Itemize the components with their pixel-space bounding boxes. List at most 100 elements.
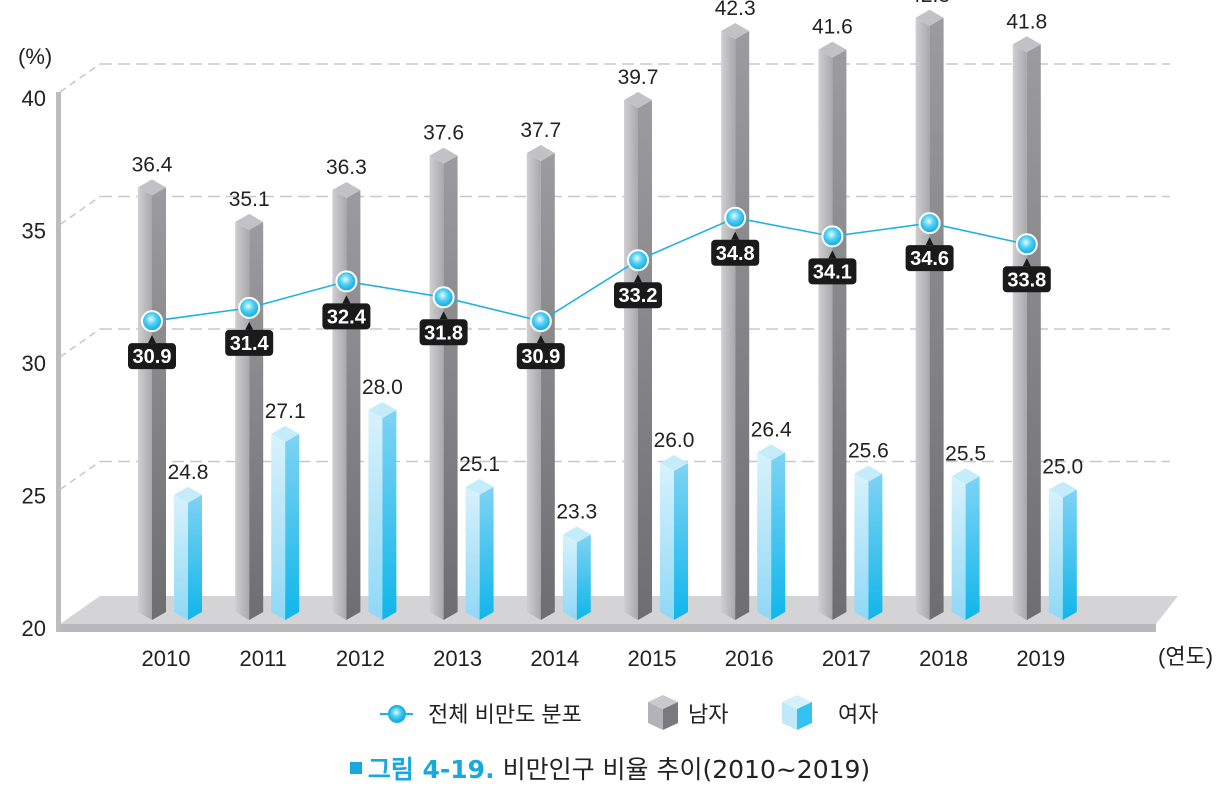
total-line: 30.9 31.4 32.4 31.8 30.9 33.2 34.8 34.1 34.6 33.8 (128, 206, 1051, 370)
x-tick-label: 2013 (433, 646, 482, 671)
bar-male-value-label: 42.8 (909, 0, 950, 7)
bar-female-side (868, 473, 883, 620)
bar-male-cap (818, 41, 847, 58)
total-point: 30.9 (516, 310, 565, 370)
bar-male: 36.3 (326, 156, 367, 621)
total-value-label: 32.4 (327, 306, 367, 328)
bar-male-side (443, 155, 458, 620)
grid-diagonal (59, 63, 101, 93)
grid-diagonal (59, 195, 101, 226)
grid-diagonal (59, 328, 101, 358)
bar-female-face (465, 486, 480, 620)
bar-male: 41.6 (812, 16, 853, 621)
bar-female-value-label: 25.0 (1042, 456, 1083, 479)
legend-label-male: 남자 (688, 702, 728, 727)
label-pointer (342, 295, 351, 304)
total-marker (1015, 233, 1038, 256)
label-pointer (925, 237, 934, 246)
total-label-box (419, 319, 468, 346)
x-tick-label: 2015 (628, 646, 677, 671)
total-label-box (225, 329, 274, 356)
bar-male-cap (526, 144, 555, 161)
total-marker (432, 286, 455, 309)
total-value-label: 34.1 (813, 261, 852, 283)
bar-male-cap (721, 23, 750, 40)
bar-male-value-label: 41.6 (812, 16, 853, 39)
bar-female: 25.0 (1042, 456, 1083, 620)
bar-female-value-label: 25.1 (459, 453, 500, 476)
bar-male-face (721, 31, 736, 621)
bar-male-side (735, 31, 750, 621)
bar-female: 28.0 (362, 376, 403, 620)
bar-female-value-label: 25.6 (848, 440, 889, 463)
bar-male-value-label: 36.4 (132, 153, 173, 176)
bar-male-value-label: 41.8 (1006, 10, 1047, 33)
total-label-box (322, 303, 371, 330)
x-tick-label: 2017 (822, 646, 871, 671)
bar-female-face (660, 463, 674, 620)
total-point: 34.6 (905, 212, 954, 272)
bar-female-cap (854, 465, 883, 482)
bar-male-cap (332, 182, 361, 199)
grid-diagonal (59, 460, 101, 491)
bar-female-cap (562, 526, 591, 543)
bar-female-cap (1048, 481, 1077, 498)
bar-male-cap (429, 147, 458, 164)
bar-female-cap (660, 455, 688, 471)
bar-male: 37.6 (423, 122, 464, 620)
total-value-label: 31.8 (424, 322, 463, 344)
total-point: 34.1 (808, 225, 857, 285)
bar-male: 35.1 (229, 188, 270, 620)
x-tick-label: 2012 (336, 646, 385, 671)
bar-male-side (1026, 44, 1041, 621)
label-pointer (245, 321, 254, 330)
bar-female-cap (951, 468, 980, 485)
figure-number: 그림 4-19. (367, 755, 495, 784)
bar-male-value-label: 35.1 (229, 188, 270, 211)
bar-female: 25.6 (848, 440, 889, 620)
bar-female-side (674, 463, 688, 620)
label-pointer (731, 231, 740, 240)
bar-female-face (854, 473, 869, 620)
figure-title: 비만인구 비율 추이(2010~2019) (502, 755, 871, 784)
gray-cube-legend-icon (648, 695, 678, 730)
bar-female-value-label: 26.4 (751, 418, 792, 441)
bar-female-side (965, 476, 980, 620)
total-value-label: 31.4 (230, 333, 270, 355)
x-tick-label: 2016 (725, 646, 774, 671)
y-tick-label: 30 (22, 351, 46, 376)
bar-male-face (818, 49, 833, 621)
total-label-box (1002, 266, 1051, 293)
bar-female-side (1062, 489, 1077, 620)
legend-item-total: 전체 비만도 분포 (380, 702, 582, 727)
bar-male-side (832, 49, 847, 621)
bar-male: 37.7 (520, 119, 561, 620)
bar-male: 36.4 (132, 153, 173, 620)
label-pointer (536, 335, 545, 344)
label-pointer (1022, 258, 1031, 267)
total-value-label: 33.2 (619, 285, 658, 307)
total-line-path (151, 216, 1027, 323)
x-tick-label: 2014 (530, 646, 579, 671)
bar-male-value-label: 36.3 (326, 156, 367, 179)
bar-female-side (188, 494, 202, 620)
bar-male-side (540, 152, 555, 620)
figure-caption: 그림 4-19. 비만인구 비율 추이(2010~2019) (0, 750, 1220, 786)
bar-female-value-label: 27.1 (265, 400, 306, 423)
total-point: 31.4 (225, 296, 274, 356)
bar-female-value-label: 26.0 (654, 429, 695, 452)
legend-label-female: 여자 (838, 702, 878, 727)
total-marker (918, 212, 941, 235)
dot-legend-icon (388, 705, 406, 723)
bar-female-face (562, 534, 577, 620)
total-marker (529, 310, 552, 333)
bullet-square-icon (349, 762, 362, 774)
total-label-box (711, 239, 760, 266)
legend-label-total: 전체 비만도 분포 (428, 702, 582, 727)
gridlines (59, 63, 1170, 491)
x-axis-labels: 2010 2011 2012 2013 2014 2015 2016 2017 2018 2019 (142, 646, 1066, 671)
total-value-label: 33.8 (1007, 269, 1046, 291)
bar-female: 27.1 (265, 400, 306, 620)
label-pointer (828, 250, 837, 259)
bar-male-value-label: 39.7 (618, 66, 659, 89)
